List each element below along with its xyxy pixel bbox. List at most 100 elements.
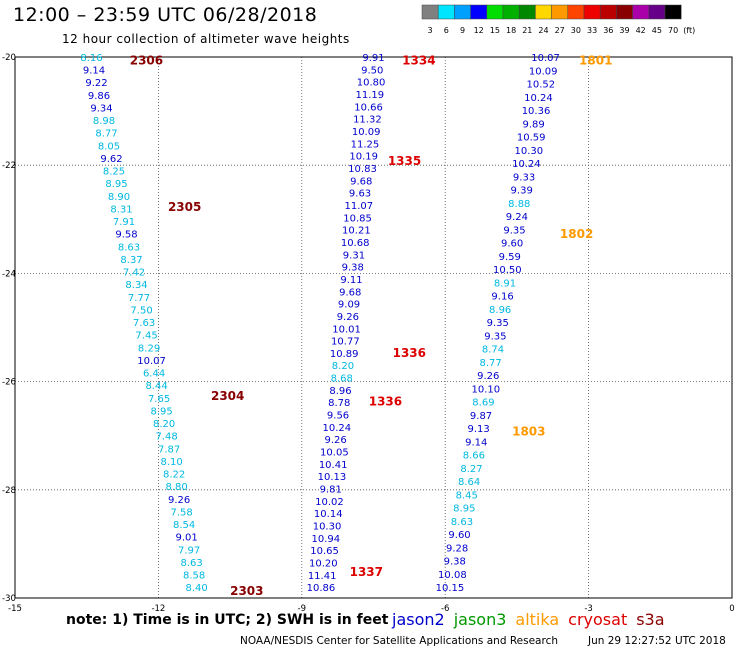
wave-height-value: 6.44	[143, 369, 165, 380]
wave-height-value: 10.09	[352, 127, 381, 138]
wave-height-value: 11.32	[353, 115, 382, 126]
wave-height-value: 8.22	[163, 470, 185, 481]
wave-height-value: 9.35	[484, 331, 506, 342]
wave-height-value: 10.24	[322, 423, 351, 434]
axis-ticks: -20-22-24-26-28-30-15 -12 -9 -6 -3 0	[2, 53, 735, 614]
wave-height-value: 8.58	[183, 571, 205, 582]
wave-height-value: 9.35	[503, 225, 525, 236]
wave-height-value: 8.68	[331, 374, 353, 385]
wave-height-value: 10.36	[522, 106, 551, 117]
wave-height-value: 10.59	[517, 133, 546, 144]
wave-height-value: 8.34	[125, 280, 147, 291]
wave-height-value: 8.20	[332, 361, 354, 372]
colorbar-swatch	[583, 4, 601, 20]
wave-height-value: 8.96	[329, 386, 351, 397]
wave-height-value: 9.22	[85, 78, 107, 89]
colorbar-label: 39	[619, 26, 629, 35]
wave-height-value: 7.48	[155, 432, 177, 443]
wave-height-value: 9.60	[501, 239, 523, 250]
wave-height-value: 7.65	[148, 394, 170, 405]
wave-height-value: 10.68	[341, 238, 370, 249]
footer-timestamp: Jun 29 12:27:52 UTC 2018	[588, 635, 726, 647]
wave-height-value: 9.56	[327, 411, 349, 422]
colorbar-swatch	[486, 4, 504, 20]
wave-height-value: 10.41	[319, 460, 348, 471]
wave-height-value: 8.20	[153, 419, 175, 430]
wave-height-value: 10.65	[310, 546, 339, 557]
wave-height-colorbar: 3 6 9 12 15 18 21 24 27 30 33 36 39 42 45 70 (ft)	[421, 4, 695, 35]
wave-height-value: 9.26	[324, 435, 346, 446]
colorbar-swatch	[664, 4, 682, 20]
wave-height-value: 9.31	[343, 250, 365, 261]
wave-height-value: 8.27	[460, 464, 482, 475]
wave-height-value: 8.95	[105, 179, 127, 190]
colorbar-label: 9	[460, 26, 465, 35]
wave-height-value: 10.08	[438, 570, 467, 581]
wave-height-value: 10.52	[526, 80, 555, 91]
wave-height-value: 10.80	[357, 78, 386, 89]
wave-height-value: 9.63	[349, 189, 371, 200]
wave-height-value: 8.31	[110, 204, 132, 215]
wave-height-value: 8.63	[451, 517, 473, 528]
wave-height-value: 10.24	[512, 159, 541, 170]
wave-height-value: 10.13	[318, 472, 347, 483]
wave-height-value: 9.39	[511, 186, 533, 197]
wave-height-value: 8.91	[494, 278, 516, 289]
wave-height-value: 9.87	[470, 411, 492, 422]
wave-height-value: 7.97	[178, 545, 200, 556]
y-tick-label: -24	[2, 269, 16, 279]
wave-height-value: 10.14	[314, 509, 343, 520]
wave-height-value: 10.89	[330, 349, 359, 360]
wave-height-value: 9.59	[499, 252, 521, 263]
wave-height-value: 9.01	[175, 533, 197, 544]
wave-height-value: 7.63	[133, 318, 155, 329]
colorbar-label: 30	[571, 26, 581, 35]
wave-height-value: 10.07	[137, 356, 166, 367]
wave-height-value: 8.63	[118, 242, 140, 253]
colorbar-swatch	[551, 4, 569, 20]
wave-height-value: 10.20	[309, 559, 338, 570]
colorbar-label: 24	[538, 26, 548, 35]
note-text: note: 1) Time is in UTC; 2) SWH is in fe…	[66, 612, 389, 628]
wave-height-value: 9.50	[361, 65, 383, 76]
wave-height-value: 10.86	[307, 583, 336, 594]
wave-height-value: 9.68	[339, 287, 361, 298]
legend-cryosat: cryosat	[568, 610, 628, 629]
wave-height-value: 9.16	[491, 292, 513, 303]
wave-height-value: 7.58	[170, 507, 192, 518]
wave-height-value: 9.28	[446, 543, 468, 554]
wave-height-value: 10.15	[436, 583, 465, 594]
colorbar-label: 42	[636, 26, 646, 35]
legend-altika: altika	[515, 610, 560, 629]
wave-height-value: 9.24	[506, 212, 528, 223]
pass-number-label: 1336	[369, 395, 402, 409]
pass-number-label: 1335	[388, 154, 421, 168]
wave-height-value: 8.80	[165, 482, 187, 493]
wave-height-value: 9.62	[100, 154, 122, 165]
wave-height-value: 10.50	[493, 265, 522, 276]
wave-height-value: 9.26	[337, 312, 359, 323]
pass-number-label: 1337	[350, 565, 383, 579]
wave-height-value: 8.40	[186, 583, 208, 594]
data-marks: 8.169.149.229.869.348.988.778.059.628.25…	[80, 53, 612, 598]
x-tick-label: -3	[584, 604, 592, 614]
wave-height-value: 10.24	[524, 93, 553, 104]
satellite-legend: jason2 jason3 altika cryosat s3a	[392, 610, 674, 629]
wave-height-value: 8.77	[95, 129, 117, 140]
y-tick-label: -22	[2, 161, 16, 171]
wave-height-value: 8.54	[173, 520, 195, 531]
colorbar-swatch	[454, 4, 471, 20]
legend-jason3: jason3	[453, 610, 507, 629]
wave-height-value: 9.58	[115, 230, 137, 241]
pass-number-label: 2303	[230, 584, 263, 598]
wave-height-value: 8.77	[479, 358, 501, 369]
colorbar-swatch	[470, 4, 488, 20]
wave-height-value: 10.94	[311, 534, 340, 545]
wave-height-value: 8.10	[160, 457, 182, 468]
wave-height-value: 10.21	[342, 226, 371, 237]
wave-height-value: 9.68	[350, 176, 372, 187]
wave-height-value: 10.83	[348, 164, 377, 175]
wave-height-value: 9.91	[362, 53, 384, 64]
wave-height-value: 9.86	[88, 91, 110, 102]
wave-height-value: 11.07	[345, 201, 374, 212]
